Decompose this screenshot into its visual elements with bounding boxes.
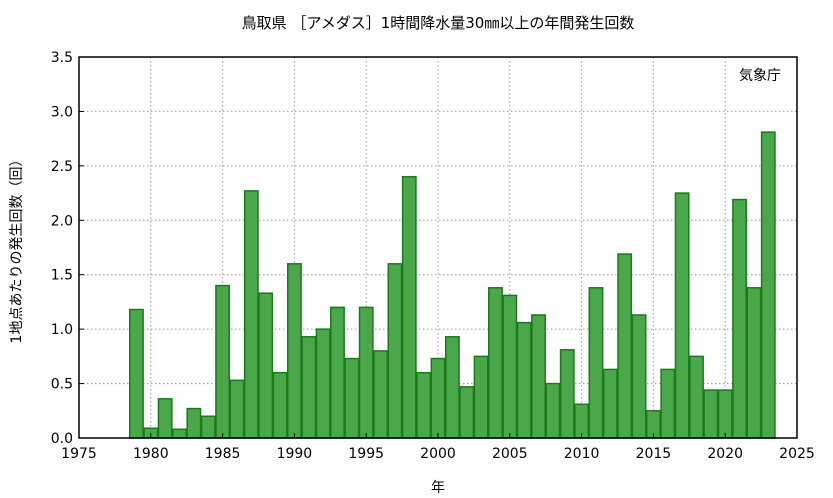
bar-2009 [559,349,575,439]
bar-2007 [531,314,546,439]
bar-1994 [344,357,360,439]
source-annotation: 気象庁 [739,68,781,84]
x-tick-label: 1985 [205,446,241,462]
bar-2001 [444,336,460,439]
x-tick-label: 2015 [636,446,672,462]
bar-2020 [717,389,733,439]
bar-2002 [459,386,475,439]
bar-1987 [243,190,259,439]
chart-title: 鳥取県 ［アメダス］1時間降水量30㎜以上の年間発生回数 [242,14,635,32]
bar-2019 [703,389,719,439]
bar-2005 [502,294,518,439]
bar-2000 [430,357,446,439]
bar-1979 [129,308,144,439]
bar-1992 [315,328,331,439]
bar-1997 [387,263,403,439]
bar-2008 [545,382,561,439]
bar-2017 [674,192,690,439]
y-tick-label: 3.0 [51,104,73,120]
x-tick-label: 1995 [348,446,384,462]
bar-1993 [330,306,345,439]
bar-2013 [617,253,633,439]
bar-2003 [473,355,489,439]
bar-2010 [574,403,590,439]
y-tick-label: 1.5 [51,268,73,284]
x-tick-label: 2020 [707,446,743,462]
bar-2016 [660,368,676,439]
bar-2014 [631,314,647,439]
bar-2018 [689,355,704,439]
bar-2012 [602,368,618,439]
bar-1989 [272,371,288,439]
bar-2023 [760,131,776,439]
x-tick-label: 1975 [61,446,97,462]
bars [129,131,776,439]
y-tick-label: 2.5 [51,159,73,175]
bar-1991 [301,336,317,439]
y-tick-label: 1.0 [51,322,73,338]
y-tick-labels: 0.0 0.5 1.0 1.5 2.0 2.5 3.0 3.5 [51,50,84,447]
bar-1981 [157,398,173,439]
y-tick-label: 3.5 [51,50,73,66]
x-tick-label: 2025 [779,446,815,462]
y-tick-label: 2.0 [51,213,73,229]
y-tick-label: 0.5 [51,377,73,393]
bar-1990 [286,263,302,439]
bar-1999 [416,371,432,439]
x-tick-label: 1990 [277,446,313,462]
bar-1996 [373,350,388,439]
x-axis-label: 年 [431,480,445,496]
bar-1998 [401,175,417,439]
x-tick-label: 2010 [564,446,600,462]
x-tick-labels: 1975 1980 1985 1990 1995 2000 2005 2010 2015 2020… [61,433,815,462]
bar-1995 [358,306,374,439]
y-axis-label: 1地点あたりの発生回数（回） [9,153,25,344]
y-tick-label: 0.0 [51,431,73,447]
bar-1982 [172,428,187,439]
bar-1984 [200,415,216,439]
bar-2022 [746,287,762,439]
bar-1985 [215,284,231,439]
x-tick-label: 2000 [420,446,456,462]
bar-2021 [732,198,747,439]
x-tick-label: 1980 [133,446,169,462]
bar-2004 [488,287,503,439]
x-tick-label: 2005 [492,446,528,462]
bar-1986 [229,379,245,439]
bar-2006 [516,321,532,439]
bar-2011 [588,287,604,439]
bar-1988 [258,292,274,439]
bar-1983 [186,407,202,439]
